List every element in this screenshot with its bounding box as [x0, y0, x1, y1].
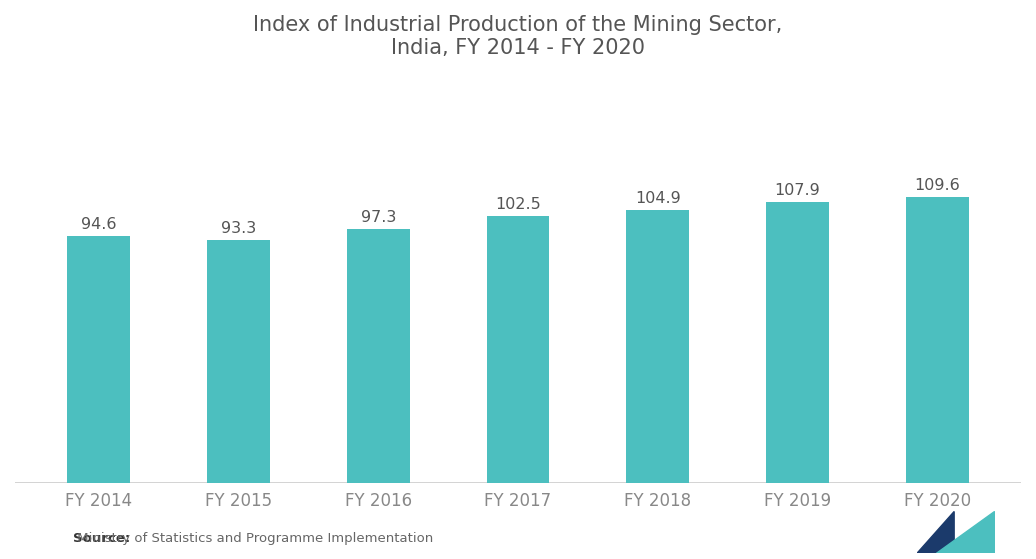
Bar: [347, 229, 409, 483]
Bar: [67, 236, 131, 483]
Title: Index of Industrial Production of the Mining Sector,
India, FY 2014 - FY 2020: Index of Industrial Production of the Mi…: [254, 15, 782, 58]
Text: 102.5: 102.5: [495, 197, 541, 212]
Text: 109.6: 109.6: [915, 178, 960, 193]
Polygon shape: [917, 511, 954, 553]
Bar: [627, 210, 689, 483]
Bar: [905, 197, 969, 483]
Text: Ministry of Statistics and Programme Implementation: Ministry of Statistics and Programme Imp…: [73, 532, 433, 545]
Text: 97.3: 97.3: [361, 210, 396, 225]
Text: 104.9: 104.9: [635, 191, 681, 206]
Text: 94.6: 94.6: [81, 217, 117, 233]
Bar: [766, 202, 829, 483]
Text: 107.9: 107.9: [775, 183, 821, 198]
Text: 93.3: 93.3: [221, 221, 256, 236]
Bar: [487, 216, 549, 483]
Text: Source:: Source:: [73, 532, 130, 545]
Polygon shape: [937, 511, 995, 553]
Bar: [207, 240, 270, 483]
